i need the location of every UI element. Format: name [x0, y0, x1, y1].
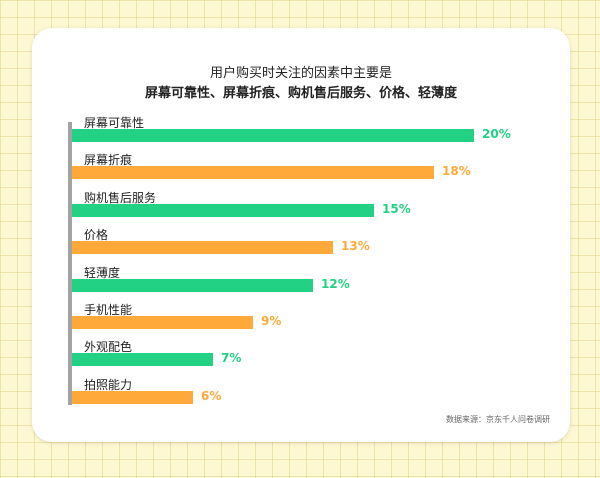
category-label: 手机性能 [84, 303, 133, 317]
value-label: 13% [341, 239, 370, 254]
value-label: 15% [382, 201, 411, 216]
category-label: 屏幕可靠性 [84, 116, 145, 130]
value-label: 7% [221, 351, 242, 366]
chart-title: 用户购买时关注的因素中主要是 [209, 66, 392, 81]
category-axis [68, 122, 72, 405]
category-label: 拍照能力 [84, 377, 133, 392]
value-label: 6% [201, 388, 222, 403]
chart-card: 用户购买时关注的因素中主要是 屏幕可靠性、屏幕折痕、购机售后服务、价格、轻薄度 … [32, 28, 570, 442]
bar [72, 390, 193, 404]
category-label: 屏幕折痕 [84, 153, 133, 168]
bar [72, 166, 434, 180]
bar [72, 278, 313, 292]
value-label: 9% [261, 314, 282, 328]
value-label: 20% [482, 127, 511, 141]
category-label: 外观配色 [84, 340, 133, 355]
category-label: 价格 [84, 228, 109, 243]
category-label: 购机售后服务 [84, 190, 157, 205]
bar [72, 129, 474, 142]
source-note: 数据来源：京东千人问卷调研 [446, 415, 550, 424]
category-label: 轻薄度 [84, 265, 121, 280]
bar [72, 203, 374, 217]
bar [72, 316, 253, 329]
chart-subtitle: 屏幕可靠性、屏幕折痕、购机售后服务、价格、轻薄度 [144, 86, 457, 101]
value-label: 12% [321, 276, 350, 291]
value-label: 18% [442, 164, 471, 179]
bar [72, 241, 333, 255]
bar [72, 353, 213, 367]
